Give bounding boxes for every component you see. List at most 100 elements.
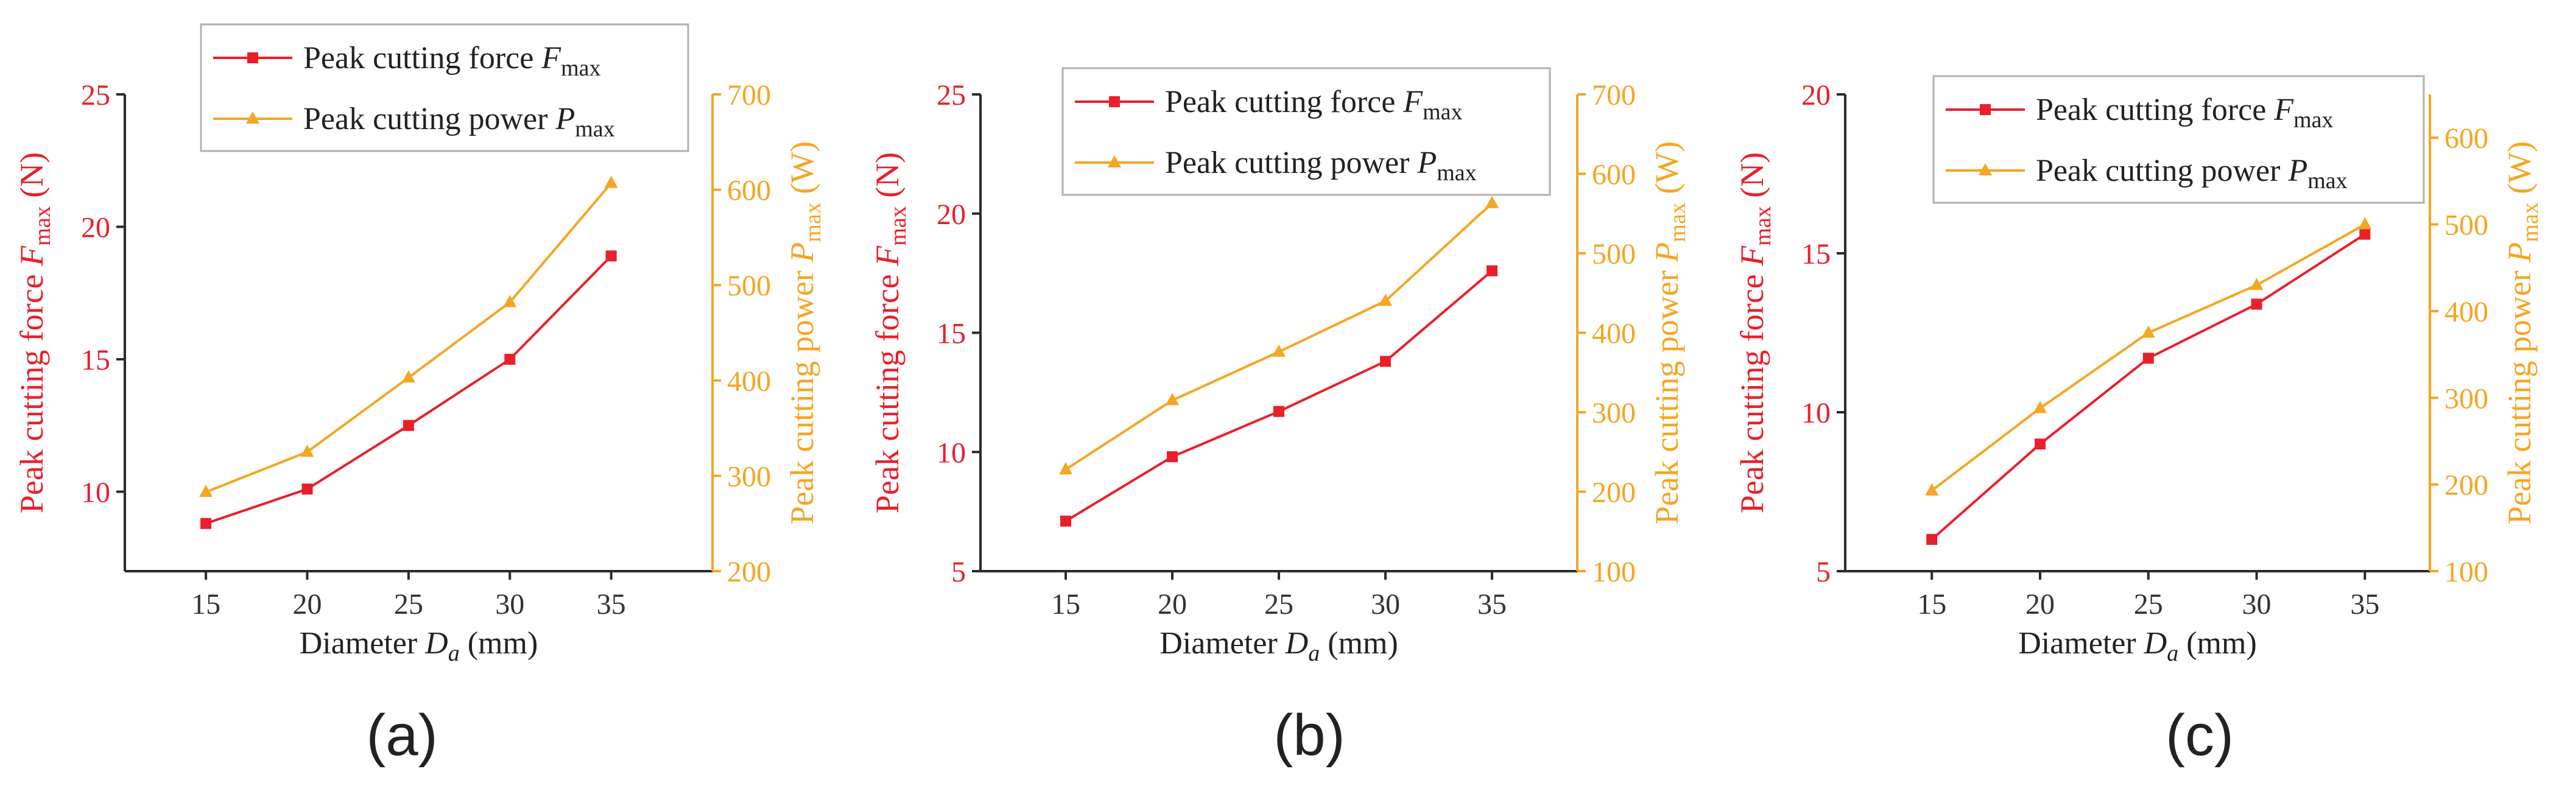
x-tick-label: 30 — [2242, 588, 2272, 620]
force-point — [605, 250, 617, 262]
power-point — [2250, 278, 2264, 290]
left-y-tick-label: 20 — [81, 212, 110, 244]
right-y-tick-label: 200 — [1592, 477, 1636, 509]
right-y-tick-label: 600 — [2444, 122, 2488, 155]
left-y-tick-label: 20 — [1801, 79, 1831, 111]
force-point — [403, 420, 414, 431]
legend-label-force: Peak cutting force Fmax — [303, 41, 601, 81]
power-point — [2141, 325, 2155, 338]
x-tick-label: 30 — [1371, 588, 1400, 620]
left-y-tick-label: 5 — [1816, 556, 1831, 588]
x-tick-label: 15 — [1051, 588, 1080, 620]
right-y-tick-label: 700 — [1592, 79, 1636, 111]
power-point — [199, 485, 213, 497]
power-point — [1379, 294, 1392, 306]
force-point — [2359, 228, 2371, 240]
right-y-tick-label: 400 — [1592, 318, 1636, 350]
legend-marker-triangle — [1979, 163, 1992, 175]
right-y-tick-label: 300 — [2444, 382, 2488, 415]
left-y-tick-label: 15 — [1801, 238, 1831, 270]
x-tick-label: 35 — [1477, 588, 1507, 620]
x-tick-label: 25 — [394, 588, 423, 620]
legend-label-power: Peak cutting power Pmax — [303, 102, 615, 142]
legend-box — [1061, 67, 1551, 196]
series-line-force — [205, 255, 613, 525]
right-y-axis-label: Peak cutting power Pmax (W) — [2501, 141, 2543, 524]
right-y-tick-label: 600 — [1592, 159, 1636, 191]
legend: Peak cutting force Fmax Peak cutting powe… — [1932, 75, 2425, 204]
legend-label-power: Peak cutting power Pmax — [2036, 153, 2348, 194]
right-y-tick-label: 400 — [2444, 296, 2488, 328]
right-y-tick-label: 100 — [1592, 556, 1636, 588]
power-point — [1059, 462, 1072, 474]
legend-label-force: Peak cutting force Fmax — [1165, 85, 1463, 125]
force-point — [504, 354, 516, 365]
panel-label: (a) — [366, 703, 437, 768]
right-y-tick-label: 400 — [727, 365, 771, 398]
left-y-tick-label: 10 — [937, 437, 966, 469]
power-point — [2033, 401, 2047, 413]
power-point — [300, 445, 314, 457]
legend: Peak cutting force Fmax Peak cutting powe… — [200, 23, 689, 152]
force-point — [1273, 406, 1284, 417]
chart-panel-a: 15 20 25 30 35 10 15 20 25 200 300 400 500 600 700 Diam… — [13, 23, 826, 768]
power-point — [1272, 344, 1286, 357]
legend-marker-square — [247, 52, 258, 63]
left-y-axis-label: Peak cutting force Fmax (N) — [1734, 152, 1776, 513]
force-point — [2251, 298, 2262, 310]
right-y-tick-label: 500 — [2444, 209, 2488, 242]
power-point — [1925, 483, 1939, 496]
power-point — [1485, 195, 1499, 208]
right-y-tick-label: 500 — [727, 270, 771, 302]
legend-marker-square — [1980, 104, 1991, 115]
force-point — [2142, 353, 2154, 364]
legend-box — [1932, 75, 2425, 204]
force-point — [1926, 533, 1938, 545]
force-point — [1167, 451, 1178, 463]
legend: Peak cutting force Fmax Peak cutting powe… — [1061, 67, 1551, 196]
right-y-tick-label: 200 — [2444, 469, 2488, 502]
legend-marker-triangle — [1108, 155, 1121, 167]
x-tick-label: 20 — [2025, 588, 2055, 620]
x-tick-label: 25 — [1264, 588, 1293, 620]
series-line-force — [1065, 270, 1493, 522]
left-y-tick-label: 25 — [937, 79, 966, 111]
force-point — [2035, 438, 2046, 450]
power-point — [604, 175, 618, 188]
force-point — [200, 518, 212, 529]
x-axis-label: Diameter Da (mm) — [2018, 626, 2257, 666]
power-point — [503, 295, 517, 308]
force-point — [301, 483, 313, 495]
x-axis-label: Diameter Da (mm) — [300, 626, 538, 666]
x-tick-label: 35 — [597, 588, 626, 620]
legend-box — [200, 23, 689, 152]
legend-marker-square — [1109, 96, 1120, 107]
left-y-tick-label: 15 — [81, 344, 110, 376]
chart-panel-b: 15 20 25 30 35 5 10 15 20 25 100 200 300 400 500 600 700… — [869, 67, 1691, 768]
x-axis-label: Diameter Da (mm) — [1160, 626, 1398, 666]
right-y-axis-label: Peak cutting power Pmax (W) — [1649, 141, 1691, 524]
left-y-axis-label: Peak cutting force Fmax (N) — [13, 152, 55, 513]
right-y-tick-label: 200 — [727, 556, 771, 588]
right-y-tick-label: 500 — [1592, 238, 1636, 270]
legend-label-power: Peak cutting power Pmax — [1165, 146, 1477, 186]
power-point — [401, 370, 415, 383]
power-point — [1166, 393, 1179, 406]
x-tick-label: 25 — [2134, 588, 2163, 620]
right-y-tick-label: 700 — [727, 79, 771, 111]
left-y-tick-label: 5 — [951, 556, 966, 588]
left-y-tick-label: 15 — [937, 318, 966, 350]
panel-label: (c) — [2166, 703, 2234, 768]
series-line-power — [205, 182, 613, 493]
force-point — [1380, 356, 1391, 367]
series-line-power — [1065, 202, 1493, 471]
legend-label-force: Peak cutting force Fmax — [2036, 93, 2334, 133]
left-y-tick-label: 20 — [937, 199, 966, 231]
right-y-tick-label: 100 — [2444, 556, 2488, 588]
chart-panel-c: 15 20 25 30 35 5 10 15 20 100 200 300 400 500 600 Diame… — [1734, 75, 2543, 768]
x-tick-label: 35 — [2350, 588, 2379, 620]
x-tick-label: 20 — [292, 588, 322, 620]
left-y-tick-label: 25 — [81, 79, 110, 111]
right-y-axis-label: Peak cutting power Pmax (W) — [784, 141, 826, 524]
x-tick-label: 15 — [191, 588, 220, 620]
